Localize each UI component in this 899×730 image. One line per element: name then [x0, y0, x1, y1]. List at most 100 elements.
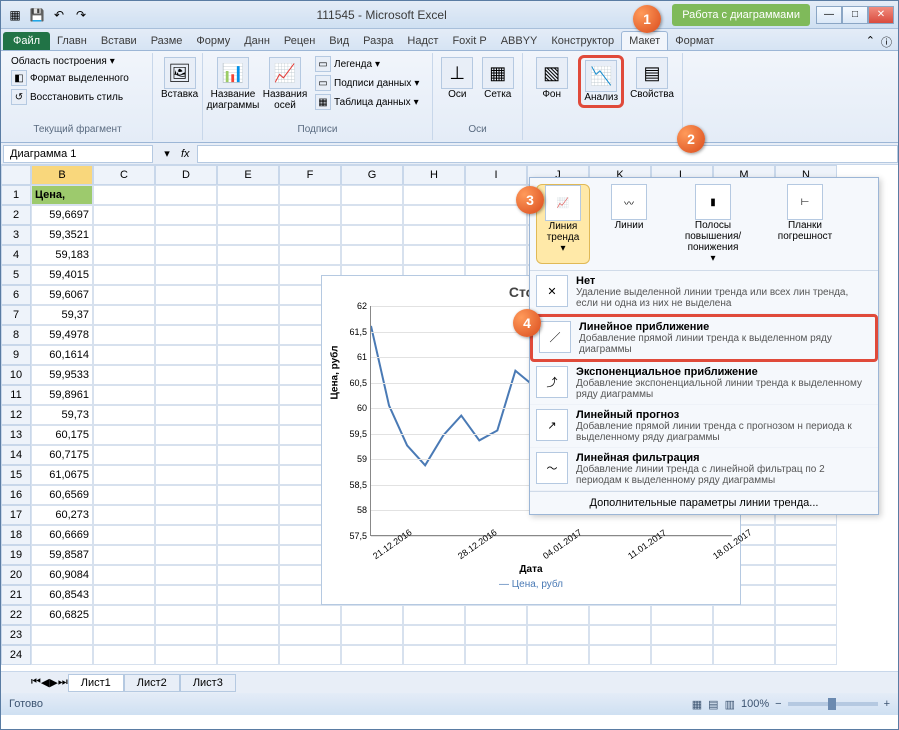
fx-icon[interactable]: fx: [179, 146, 197, 162]
sheet-nav-prev[interactable]: ◀: [41, 676, 49, 689]
cell[interactable]: [589, 625, 651, 645]
cell[interactable]: [775, 645, 837, 665]
cell[interactable]: 59,3521: [31, 225, 93, 245]
row-header[interactable]: 6: [1, 285, 31, 305]
zoom-level[interactable]: 100%: [741, 698, 769, 710]
cell[interactable]: [527, 645, 589, 665]
cell[interactable]: 59,37: [31, 305, 93, 325]
cell[interactable]: [93, 565, 155, 585]
analysis-button[interactable]: 📉Анализ: [578, 55, 624, 108]
cell[interactable]: [155, 225, 217, 245]
tab-foxit[interactable]: Foxit P: [445, 32, 493, 50]
cell[interactable]: [93, 545, 155, 565]
cell[interactable]: [217, 525, 279, 545]
sheet-nav-first[interactable]: ⏮: [31, 676, 41, 689]
cell[interactable]: [217, 585, 279, 605]
close-button[interactable]: ✕: [868, 6, 894, 24]
cell[interactable]: 60,6569: [31, 485, 93, 505]
cell[interactable]: [155, 625, 217, 645]
cell[interactable]: 59,4978: [31, 325, 93, 345]
cell[interactable]: [775, 605, 837, 625]
cell[interactable]: [341, 205, 403, 225]
tab-formulas[interactable]: Форму: [189, 32, 237, 50]
cell[interactable]: [93, 185, 155, 205]
tab-abbyy[interactable]: ABBYY: [494, 32, 545, 50]
cell[interactable]: [217, 305, 279, 325]
cell[interactable]: [217, 285, 279, 305]
cell[interactable]: 60,7175: [31, 445, 93, 465]
cell[interactable]: [217, 225, 279, 245]
tab-layout[interactable]: Макет: [621, 31, 668, 50]
row-header[interactable]: 12: [1, 405, 31, 425]
cell[interactable]: [341, 245, 403, 265]
col-header[interactable]: E: [217, 165, 279, 185]
row-header[interactable]: 22: [1, 605, 31, 625]
cell[interactable]: [31, 645, 93, 665]
row-header[interactable]: 21: [1, 585, 31, 605]
cell[interactable]: [217, 265, 279, 285]
cell[interactable]: [155, 585, 217, 605]
data-table-button[interactable]: ▦Таблица данных ▾: [313, 93, 421, 111]
cell[interactable]: [341, 625, 403, 645]
zoom-out-icon[interactable]: −: [775, 698, 781, 710]
tab-page-layout[interactable]: Разме: [144, 32, 190, 50]
file-tab[interactable]: Файл: [3, 32, 50, 50]
tab-home[interactable]: Главн: [50, 32, 94, 50]
cell[interactable]: [403, 185, 465, 205]
cell[interactable]: [155, 185, 217, 205]
cell[interactable]: 60,6825: [31, 605, 93, 625]
tab-format[interactable]: Формат: [668, 32, 721, 50]
cell[interactable]: [155, 465, 217, 485]
cell[interactable]: [93, 505, 155, 525]
cell[interactable]: [155, 485, 217, 505]
cell[interactable]: [155, 345, 217, 365]
col-header[interactable]: F: [279, 165, 341, 185]
insert-button[interactable]: 🖼Вставка: [159, 55, 200, 102]
cell[interactable]: [589, 605, 651, 625]
view-page-break-icon[interactable]: ▥: [725, 698, 735, 711]
cell[interactable]: 59,6067: [31, 285, 93, 305]
cell[interactable]: 59,8961: [31, 385, 93, 405]
cell[interactable]: 60,6669: [31, 525, 93, 545]
tab-review[interactable]: Рецен: [277, 32, 322, 50]
row-header[interactable]: 3: [1, 225, 31, 245]
lines-button[interactable]: 〰Линии: [602, 184, 656, 264]
cell[interactable]: [93, 245, 155, 265]
row-header[interactable]: 17: [1, 505, 31, 525]
cell[interactable]: [589, 645, 651, 665]
cell[interactable]: [155, 285, 217, 305]
cell[interactable]: 59,9533: [31, 365, 93, 385]
cell[interactable]: [279, 625, 341, 645]
cell[interactable]: [713, 605, 775, 625]
cell[interactable]: [155, 445, 217, 465]
cell[interactable]: [775, 525, 837, 545]
cell[interactable]: [403, 605, 465, 625]
axis-titles-button[interactable]: 📈Названия осей: [261, 55, 309, 113]
chart-title-button[interactable]: 📊Название диаграммы: [209, 55, 257, 113]
cell[interactable]: [217, 565, 279, 585]
row-header[interactable]: 2: [1, 205, 31, 225]
tab-addins[interactable]: Надст: [400, 32, 445, 50]
cell[interactable]: [651, 625, 713, 645]
cell[interactable]: [465, 245, 527, 265]
name-box[interactable]: Диаграмма 1: [3, 145, 153, 163]
cell[interactable]: [713, 645, 775, 665]
cell[interactable]: [341, 185, 403, 205]
more-trendline-options[interactable]: Дополнительные параметры линии тренда...: [530, 491, 878, 514]
cell[interactable]: [155, 425, 217, 445]
trend-linear[interactable]: ／ Линейное приближениеДобавление прямой …: [530, 314, 878, 362]
zoom-in-icon[interactable]: +: [884, 698, 890, 710]
cell[interactable]: 59,8587: [31, 545, 93, 565]
cell[interactable]: [93, 585, 155, 605]
cell[interactable]: [651, 605, 713, 625]
gridlines-button[interactable]: ▦Сетка: [480, 55, 517, 102]
cell[interactable]: 59,4015: [31, 265, 93, 285]
cell[interactable]: [217, 505, 279, 525]
row-header[interactable]: 19: [1, 545, 31, 565]
reset-style-button[interactable]: ↺Восстановить стиль: [9, 88, 125, 106]
cell[interactable]: [155, 245, 217, 265]
cell[interactable]: [217, 365, 279, 385]
cell[interactable]: [93, 525, 155, 545]
col-header[interactable]: H: [403, 165, 465, 185]
row-header[interactable]: 20: [1, 565, 31, 585]
